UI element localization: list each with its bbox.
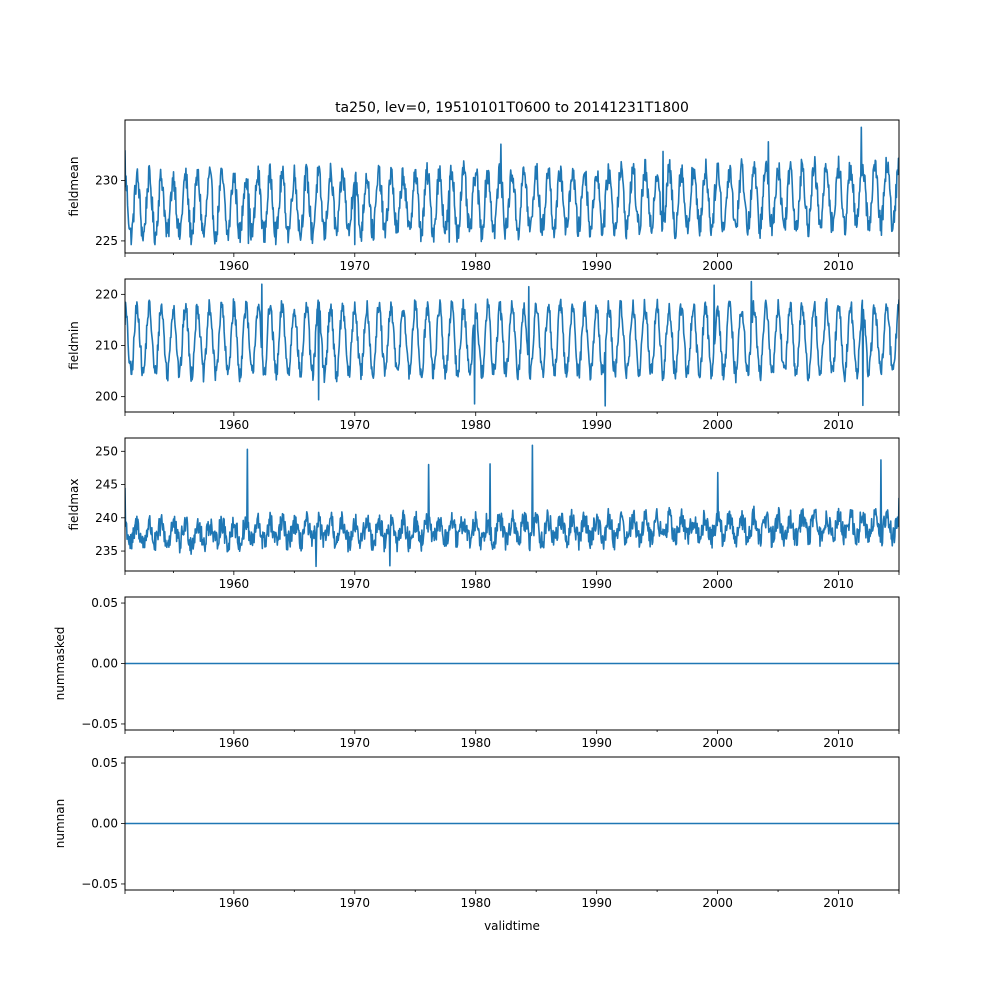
x-tick-label: 1980 [460,418,491,432]
y-tick-label: 210 [95,339,118,353]
y-tick-label: −0.05 [81,877,118,891]
x-tick-label: 2010 [823,896,854,910]
x-tick-label: 2010 [823,577,854,591]
x-tick-label: 1990 [581,418,612,432]
y-axis-label: fieldmin [67,321,81,370]
x-tick-label: 1960 [219,418,250,432]
panel-numnan: 1960 1970 1980 1990 2000 2010 −0.05 0.00 0.05 num… [53,756,900,910]
x-tick-label: 1960 [219,736,250,750]
y-axis-label: numnan [53,799,67,848]
x-tick-label: 1970 [340,418,371,432]
y-tick-label: 230 [95,173,118,187]
y-tick-label: 250 [95,444,118,458]
axes-frame [124,437,900,572]
x-tick-label: 1980 [460,259,491,273]
y-tick-label: 245 [95,478,118,492]
x-tick-label: 2010 [823,259,854,273]
y-axis-label: fieldmean [67,157,81,217]
chart-title: ta250, lev=0, 19510101T0600 to 20141231T… [335,100,689,116]
panel-nummasked: 1960 1970 1980 1990 2000 2010 −0.05 0.00 0.05 num… [53,596,900,750]
y-tick-label: 235 [95,544,118,558]
y-tick-label: −0.05 [81,717,118,731]
x-tick-label: 2000 [702,577,733,591]
x-tick-label: 1980 [460,736,491,750]
y-tick-label: 0.00 [91,657,118,671]
series-line-fieldmin [125,280,899,407]
x-tick-label: 1990 [581,896,612,910]
x-tick-label: 1970 [340,259,371,273]
y-tick-label: 220 [95,287,118,301]
x-tick-label: 1990 [581,736,612,750]
y-tick-label: 0.00 [91,817,118,831]
x-tick-label: 1960 [219,259,250,273]
x-tick-label: 1990 [581,259,612,273]
x-tick-label: 1970 [340,577,371,591]
x-tick-label: 1970 [340,896,371,910]
x-tick-label: 2000 [702,736,733,750]
x-tick-label: 2010 [823,736,854,750]
x-tick-label: 1990 [581,577,612,591]
x-tick-label: 1960 [219,896,250,910]
y-tick-label: 0.05 [91,756,118,770]
x-tick-label: 1960 [219,577,250,591]
panel-fieldmax: 1960 1970 1980 1990 2000 2010 235 240 245 250 fiel… [67,437,900,591]
y-tick-label: 200 [95,390,118,404]
y-axis-label: fieldmax [67,478,81,530]
x-tick-label: 2010 [823,418,854,432]
x-tick-label: 2000 [702,418,733,432]
x-tick-label: 1980 [460,896,491,910]
panel-fieldmin: 1960 1970 1980 1990 2000 2010 200 210 220 fieldmi… [67,278,900,432]
series-line-fieldmean [125,126,899,246]
x-tick-label: 2000 [702,896,733,910]
x-tick-label: 1980 [460,577,491,591]
y-axis-label: nummasked [53,627,67,701]
panel-fieldmean: 1960 1970 1980 1990 2000 2010 225 230 fieldmean [67,119,900,273]
x-tick-label: 1970 [340,736,371,750]
series-line-fieldmax [125,444,899,568]
panels: 1960 1970 1980 1990 2000 2010225230fieldmean1… [53,119,900,910]
y-tick-label: 225 [95,234,118,248]
x-tick-label: 2000 [702,259,733,273]
x-axis-label: validtime [484,919,540,933]
y-tick-label: 240 [95,511,118,525]
y-tick-label: 0.05 [91,596,118,610]
axes-frame [124,119,900,254]
